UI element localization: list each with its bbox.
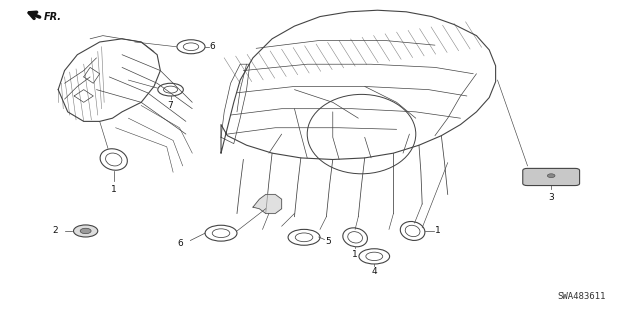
Circle shape bbox=[74, 225, 98, 237]
Circle shape bbox=[547, 174, 555, 178]
Text: 3: 3 bbox=[548, 193, 554, 202]
Text: 6: 6 bbox=[177, 239, 182, 248]
Text: 1: 1 bbox=[111, 185, 116, 194]
Text: 4: 4 bbox=[371, 268, 377, 277]
Text: 1: 1 bbox=[435, 226, 441, 235]
Text: SWA483611: SWA483611 bbox=[557, 292, 606, 300]
Circle shape bbox=[80, 228, 91, 234]
Polygon shape bbox=[253, 195, 282, 213]
Text: FR.: FR. bbox=[44, 12, 62, 22]
Text: 7: 7 bbox=[168, 101, 173, 110]
Text: 5: 5 bbox=[325, 237, 331, 246]
Text: 1: 1 bbox=[352, 250, 358, 259]
Text: 6: 6 bbox=[209, 42, 214, 51]
Text: 2: 2 bbox=[52, 226, 58, 235]
FancyBboxPatch shape bbox=[523, 168, 580, 186]
